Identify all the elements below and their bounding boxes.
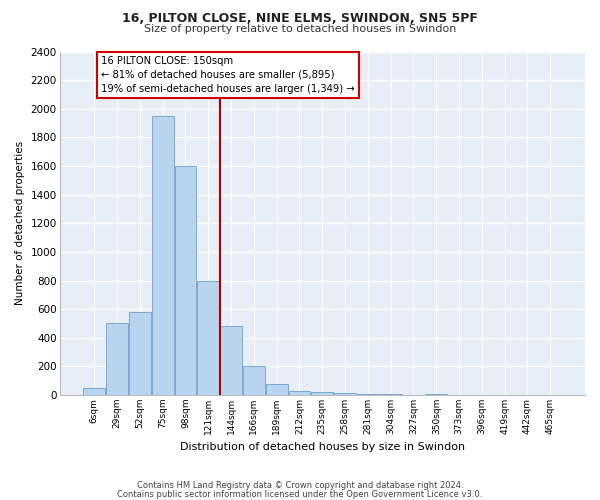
Bar	[380, 394, 401, 395]
Bar	[83, 388, 105, 395]
Bar	[289, 392, 310, 395]
Bar	[334, 393, 356, 395]
Text: Contains HM Land Registry data © Crown copyright and database right 2024.: Contains HM Land Registry data © Crown c…	[137, 481, 463, 490]
Bar	[220, 326, 242, 395]
Bar	[243, 366, 265, 395]
Text: Contains public sector information licensed under the Open Government Licence v3: Contains public sector information licen…	[118, 490, 482, 499]
Bar	[425, 394, 447, 395]
Bar	[175, 166, 196, 395]
Bar	[106, 324, 128, 395]
Bar	[311, 392, 333, 395]
Text: Size of property relative to detached houses in Swindon: Size of property relative to detached ho…	[144, 24, 456, 34]
Text: 16, PILTON CLOSE, NINE ELMS, SWINDON, SN5 5PF: 16, PILTON CLOSE, NINE ELMS, SWINDON, SN…	[122, 12, 478, 24]
Bar	[197, 280, 219, 395]
X-axis label: Distribution of detached houses by size in Swindon: Distribution of detached houses by size …	[180, 442, 465, 452]
Text: 16 PILTON CLOSE: 150sqm
← 81% of detached houses are smaller (5,895)
19% of semi: 16 PILTON CLOSE: 150sqm ← 81% of detache…	[101, 56, 355, 94]
Bar	[266, 384, 287, 395]
Y-axis label: Number of detached properties: Number of detached properties	[15, 141, 25, 306]
Bar	[357, 394, 379, 395]
Bar	[129, 312, 151, 395]
Bar	[152, 116, 173, 395]
